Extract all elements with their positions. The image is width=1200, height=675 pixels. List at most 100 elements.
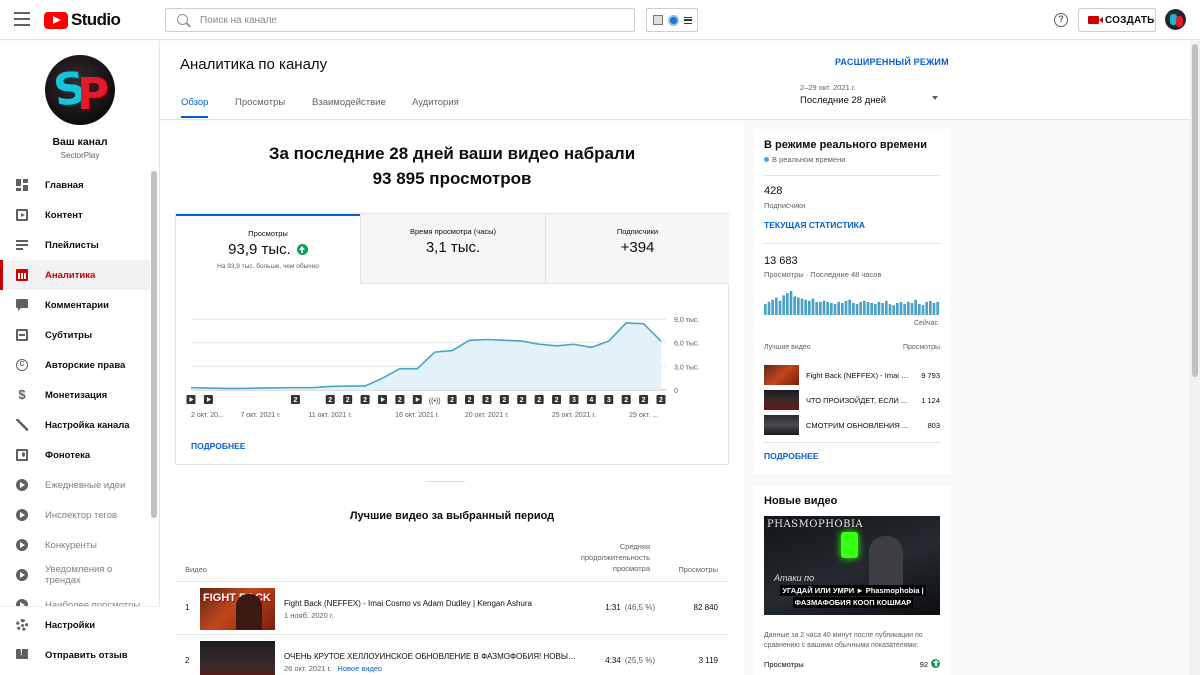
headline-line-1: За последние 28 дней ваши видео набрали <box>268 144 636 163</box>
realtime-bar <box>885 300 888 315</box>
date-range-selector[interactable]: 2–29 окт. 2021 г. Последние 28 дней <box>800 83 940 106</box>
x-tick-label: 29 окт. ... <box>629 412 658 419</box>
new-video-title: Новые видео <box>764 495 838 507</box>
y-tick-label: 0 <box>674 388 678 395</box>
sidebar-item-label: Уведомления о трендах <box>45 564 113 586</box>
sidebar-item-subtitles[interactable]: Субтитры <box>0 320 150 350</box>
sidebar-item-settings[interactable]: Настройки <box>0 610 150 640</box>
video-title[interactable]: ОЧЕНЬ КРУТОЕ ХЕЛЛОУИНСКОЕ ОБНОВЛЕНИЕ В Ф… <box>284 652 579 661</box>
sidebar-item-comments[interactable]: Комментарии <box>0 290 150 320</box>
tab-views[interactable]: Просмотры <box>235 97 286 108</box>
views-chart-svg: 9,0 тыс. 6,0 тыс. 3,0 тыс. 0 2 2 2 2 2 ((•)) 2 2 2 2 2… <box>186 317 699 419</box>
realtime-bar <box>786 293 789 315</box>
channel-search[interactable] <box>165 8 635 32</box>
extension-menu-icon[interactable] <box>683 16 692 24</box>
help-icon[interactable]: ? <box>1054 13 1068 27</box>
video-date: 26 окт. 2021 г. Новое видео <box>284 664 382 673</box>
sidebar-item-copyright[interactable]: C Авторские права <box>0 350 150 380</box>
extension-toolbar[interactable] <box>646 8 698 32</box>
sidebar-item-label: Плейлисты <box>45 239 99 251</box>
subscribers-value: 428 <box>764 185 783 197</box>
sidebar-item-content[interactable]: Контент <box>0 200 150 230</box>
play-marker-icon <box>380 397 385 402</box>
video-thumbnail[interactable]: FIGHT BACK <box>200 588 275 630</box>
metric-tab-watch-time[interactable]: Время просмотра (часы) 3,1 тыс. <box>360 214 545 284</box>
upload-count-label: 2 <box>537 397 541 404</box>
live-label: В реальном времени <box>772 155 846 164</box>
account-avatar[interactable] <box>1165 9 1186 30</box>
sidebar-item-audio-library[interactable]: Фонотека <box>0 440 150 470</box>
advanced-mode-link[interactable]: РАСШИРЕННЫЙ РЕЖИМ <box>835 57 949 67</box>
realtime-card: В режиме реального времени В реальном вр… <box>754 129 950 474</box>
sidebar-item-trend-alerts[interactable]: Уведомления о трендах <box>0 560 150 590</box>
search-input[interactable] <box>200 12 620 28</box>
table-row[interactable]: 2 ОЧЕНЬ КРУТОЕ ХЕЛЛОУИНСКОЕ ОБНОВЛЕНИЕ В… <box>175 634 729 675</box>
realtime-bar <box>921 305 925 315</box>
create-button[interactable]: СОЗДАТЬ <box>1078 8 1156 32</box>
extension-globe-icon[interactable] <box>667 14 679 26</box>
fight-back-thumbnail: FIGHT BACK <box>200 588 275 630</box>
tab-engagement[interactable]: Взаимодействие <box>312 97 386 108</box>
sidebar-item-tag-inspector[interactable]: Инспектор тегов <box>0 500 150 530</box>
sidebar-item-dashboard[interactable]: Главная <box>0 170 150 200</box>
sidebar-item-label: Конкуренты <box>45 539 97 551</box>
x-tick-label: 20 окт. 2021 г. <box>465 412 509 419</box>
metric-tab-subscribers[interactable]: Подписчики +394 <box>545 214 729 284</box>
sidebar-item-playlists[interactable]: Плейлисты <box>0 230 150 260</box>
sidebar-scrollbar[interactable] <box>151 171 157 518</box>
x-tick-label: 2 окт. 20... <box>191 412 224 419</box>
more-details-link[interactable]: ПОДРОБНЕЕ <box>191 441 246 451</box>
sidebar-item-label: Главная <box>45 179 84 191</box>
realtime-bar <box>936 301 939 315</box>
audio-library-icon <box>16 449 28 461</box>
play-marker-icon <box>415 397 420 402</box>
dropdown-caret-icon[interactable] <box>932 96 938 100</box>
top-bar: Studio ? СОЗДАТЬ <box>0 0 1200 40</box>
trend-up-icon <box>931 659 940 668</box>
video-date-text: 1 нояб. 2020 г. <box>284 611 334 620</box>
upload-marker <box>290 395 300 404</box>
more-details-link[interactable]: ПОДРОБНЕЕ <box>764 451 819 461</box>
video-title[interactable]: Fight Back (NEFFEX) - Imai Cosmo vs Adam… <box>284 599 532 608</box>
col-header-video: Видео <box>185 565 207 574</box>
realtime-bar <box>914 299 917 315</box>
metric-tab-views[interactable]: Просмотры 93,9 тыс. На 93,9 тыс. больше,… <box>176 214 360 284</box>
realtime-bar <box>764 304 767 315</box>
chart-area <box>191 322 661 390</box>
thumb-caption-line: УГАДАЙ ИЛИ УМРИ ► Phasmophobia | <box>780 585 926 596</box>
realtime-bar <box>833 304 837 315</box>
tab-audience[interactable]: Аудитория <box>412 97 459 108</box>
hamburger-menu-icon[interactable] <box>14 12 30 26</box>
realtime-bar <box>852 303 855 315</box>
sidebar-item-analytics[interactable]: Аналитика <box>0 260 150 290</box>
upload-marker <box>360 395 370 404</box>
page-scrollbar[interactable] <box>1190 41 1200 675</box>
realtime-bar <box>870 303 873 315</box>
sidebar-item-label: Контент <box>45 209 83 221</box>
sidebar-item-competitors[interactable]: Конкуренты <box>0 530 150 560</box>
sidebar-item-customization[interactable]: Настройка канала <box>0 410 150 440</box>
current-stats-link[interactable]: ТЕКУЩАЯ СТАТИСТИКА <box>764 220 865 230</box>
table-row[interactable]: 1 FIGHT BACK Fight Back (NEFFEX) - Imai … <box>175 581 729 634</box>
realtime-bar <box>826 301 829 315</box>
studio-logo[interactable]: Studio <box>44 10 121 30</box>
extension-icon[interactable] <box>652 15 663 25</box>
search-icon <box>177 14 188 25</box>
new-video-thumbnail[interactable]: PHASMOPHOBIA Атаки по УГАДАЙ ИЛИ УМРИ ► … <box>764 516 940 615</box>
play-marker-icon <box>189 397 194 402</box>
list-item[interactable]: СМОТРИМ ОБНОВЛЕНИЯ ... 803 <box>764 415 940 435</box>
upload-count-label: 2 <box>624 397 628 404</box>
upload-marker <box>447 395 457 404</box>
metric-title: Время просмотра (часы) <box>409 227 497 236</box>
sidebar-item-label: Настройка канала <box>45 419 130 431</box>
sidebar-item-daily-ideas[interactable]: Ежедневные идеи <box>0 470 150 500</box>
feedback-icon <box>16 648 28 659</box>
sidebar-item-feedback[interactable]: Отправить отзыв <box>0 640 150 670</box>
scrollbar-thumb[interactable] <box>1192 44 1198 377</box>
tab-overview[interactable]: Обзор <box>181 97 209 118</box>
list-item[interactable]: Fight Back (NEFFEX) - Imai Cosmo vs Adam… <box>764 365 940 385</box>
video-thumbnail[interactable] <box>200 641 275 675</box>
sidebar-item-monetization[interactable]: $ Монетизация <box>0 380 150 410</box>
list-item[interactable]: ЧТО ПРОИЗОЙДЕТ, ЕСЛИ ... 1 124 <box>764 390 940 410</box>
